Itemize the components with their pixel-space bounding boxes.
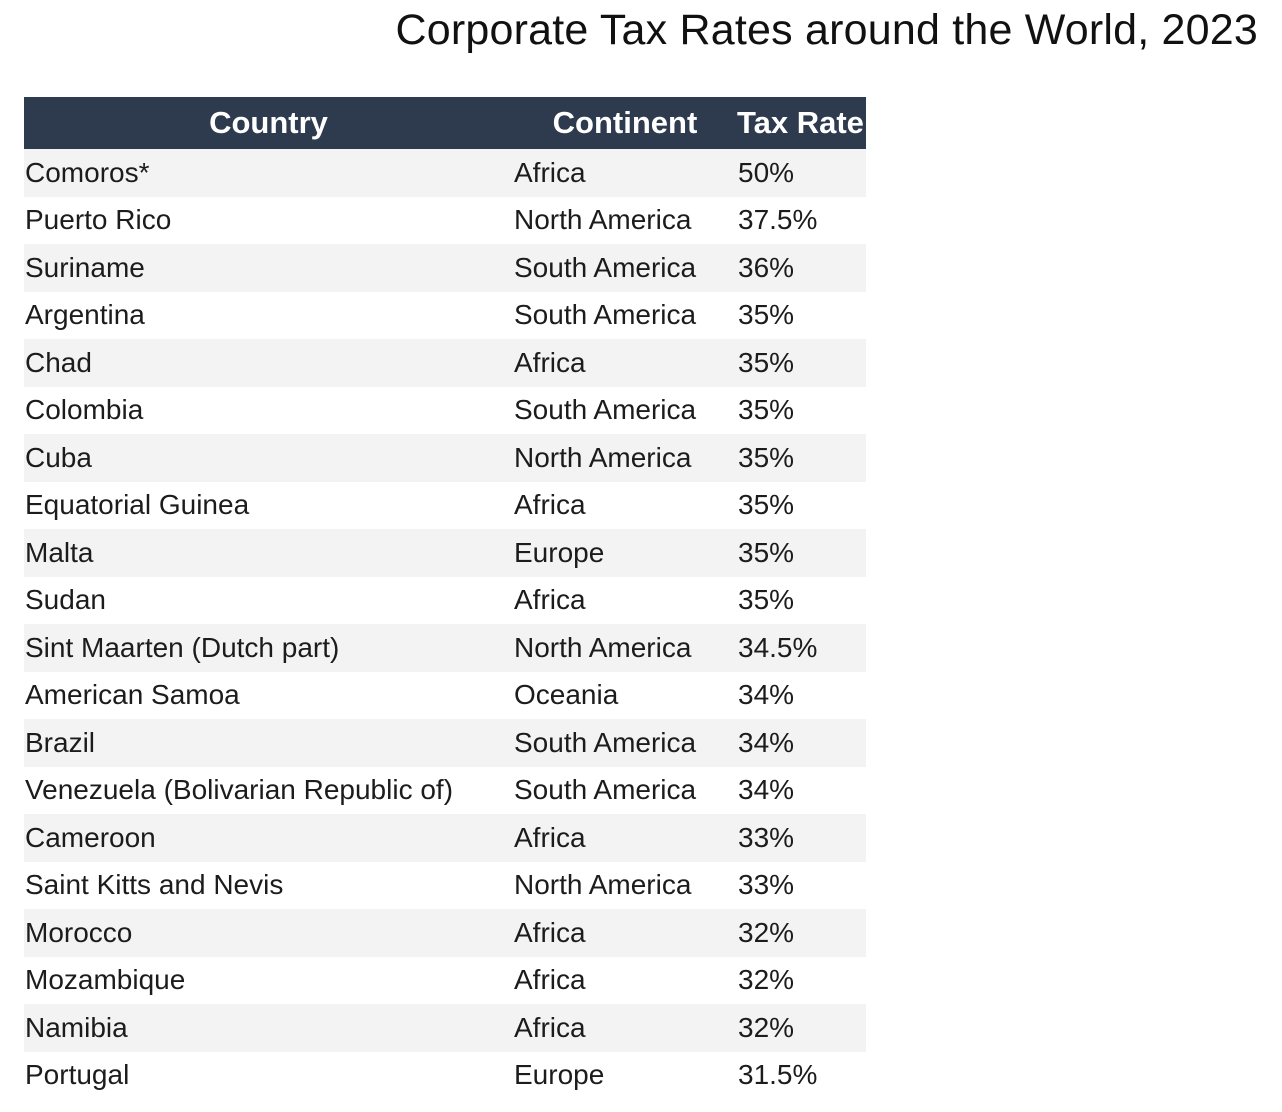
header-row: Country Continent Tax Rate xyxy=(24,97,866,149)
cell-continent: Africa xyxy=(513,909,737,957)
table-row: Comoros* Africa 50% xyxy=(24,149,866,197)
cell-continent: Africa xyxy=(513,481,737,529)
table-row: Cameroon Africa 33% xyxy=(24,814,866,862)
cell-tax-rate: 35% xyxy=(737,291,866,339)
table-row: Puerto Rico North America 37.5% xyxy=(24,196,866,244)
table-row: Malta Europe 35% xyxy=(24,529,866,577)
table-row: Mozambique Africa 32% xyxy=(24,956,866,1004)
cell-continent: Africa xyxy=(513,814,737,862)
cell-country: Puerto Rico xyxy=(24,196,513,244)
cell-continent: Europe xyxy=(513,529,737,577)
cell-continent: North America xyxy=(513,434,737,482)
cell-tax-rate: 50% xyxy=(737,149,866,197)
table-row: Saint Kitts and Nevis North America 33% xyxy=(24,861,866,909)
cell-continent: South America xyxy=(513,719,737,767)
cell-tax-rate: 37.5% xyxy=(737,196,866,244)
cell-country: Equatorial Guinea xyxy=(24,481,513,529)
cell-continent: South America xyxy=(513,291,737,339)
cell-tax-rate: 33% xyxy=(737,861,866,909)
table-row: Equatorial Guinea Africa 35% xyxy=(24,481,866,529)
table-row: Argentina South America 35% xyxy=(24,291,866,339)
table-row: Namibia Africa 32% xyxy=(24,1004,866,1052)
cell-tax-rate: 34.5% xyxy=(737,624,866,672)
cell-tax-rate: 35% xyxy=(737,386,866,434)
cell-continent: North America xyxy=(513,624,737,672)
cell-tax-rate: 34% xyxy=(737,766,866,814)
cell-tax-rate: 34% xyxy=(737,671,866,719)
table-header: Country Continent Tax Rate xyxy=(24,97,866,149)
column-header-country[interactable]: Country xyxy=(24,97,513,149)
cell-country: Mozambique xyxy=(24,956,513,1004)
cell-continent: North America xyxy=(513,861,737,909)
cell-country: American Samoa xyxy=(24,671,513,719)
cell-continent: South America xyxy=(513,244,737,292)
cell-continent: Africa xyxy=(513,339,737,387)
cell-tax-rate: 35% xyxy=(737,576,866,624)
page-title: Corporate Tax Rates around the World, 20… xyxy=(395,6,1258,54)
cell-continent: Europe xyxy=(513,1051,737,1099)
cell-country: Cameroon xyxy=(24,814,513,862)
cell-tax-rate: 35% xyxy=(737,434,866,482)
cell-continent: North America xyxy=(513,196,737,244)
cell-country: Portugal xyxy=(24,1051,513,1099)
column-header-continent[interactable]: Continent xyxy=(513,97,737,149)
cell-continent: South America xyxy=(513,766,737,814)
table-row: Portugal Europe 31.5% xyxy=(24,1051,866,1099)
cell-country: Malta xyxy=(24,529,513,577)
table-row: American Samoa Oceania 34% xyxy=(24,671,866,719)
table-row: Brazil South America 34% xyxy=(24,719,866,767)
table-row: Venezuela (Bolivarian Republic of) South … xyxy=(24,766,866,814)
cell-tax-rate: 35% xyxy=(737,529,866,577)
table-row: Morocco Africa 32% xyxy=(24,909,866,957)
table-row: Colombia South America 35% xyxy=(24,386,866,434)
cell-country: Sint Maarten (Dutch part) xyxy=(24,624,513,672)
cell-country: Chad xyxy=(24,339,513,387)
table-row: Sint Maarten (Dutch part) North America 34… xyxy=(24,624,866,672)
cell-continent: South America xyxy=(513,386,737,434)
tax-rate-table: Country Continent Tax Rate Comoros* Afric… xyxy=(24,97,866,1099)
cell-tax-rate: 32% xyxy=(737,956,866,1004)
cell-tax-rate: 34% xyxy=(737,719,866,767)
cell-tax-rate: 35% xyxy=(737,481,866,529)
cell-continent: Africa xyxy=(513,956,737,1004)
cell-country: Comoros* xyxy=(24,149,513,197)
cell-continent: Africa xyxy=(513,149,737,197)
cell-tax-rate: 36% xyxy=(737,244,866,292)
cell-country: Venezuela (Bolivarian Republic of) xyxy=(24,766,513,814)
table-row: Sudan Africa 35% xyxy=(24,576,866,624)
cell-country: Sudan xyxy=(24,576,513,624)
cell-country: Cuba xyxy=(24,434,513,482)
cell-country: Colombia xyxy=(24,386,513,434)
cell-tax-rate: 35% xyxy=(737,339,866,387)
column-header-tax-rate[interactable]: Tax Rate xyxy=(737,97,866,149)
table-row: Chad Africa 35% xyxy=(24,339,866,387)
cell-country: Saint Kitts and Nevis xyxy=(24,861,513,909)
cell-continent: Oceania xyxy=(513,671,737,719)
cell-country: Morocco xyxy=(24,909,513,957)
cell-continent: Africa xyxy=(513,576,737,624)
table-row: Suriname South America 36% xyxy=(24,244,866,292)
cell-country: Suriname xyxy=(24,244,513,292)
cell-tax-rate: 33% xyxy=(737,814,866,862)
table-row: Cuba North America 35% xyxy=(24,434,866,482)
cell-country: Namibia xyxy=(24,1004,513,1052)
table-body: Comoros* Africa 50% Puerto Rico North Americ… xyxy=(24,149,866,1099)
cell-tax-rate: 32% xyxy=(737,909,866,957)
cell-continent: Africa xyxy=(513,1004,737,1052)
cell-tax-rate: 32% xyxy=(737,1004,866,1052)
cell-country: Argentina xyxy=(24,291,513,339)
cell-tax-rate: 31.5% xyxy=(737,1051,866,1099)
cell-country: Brazil xyxy=(24,719,513,767)
